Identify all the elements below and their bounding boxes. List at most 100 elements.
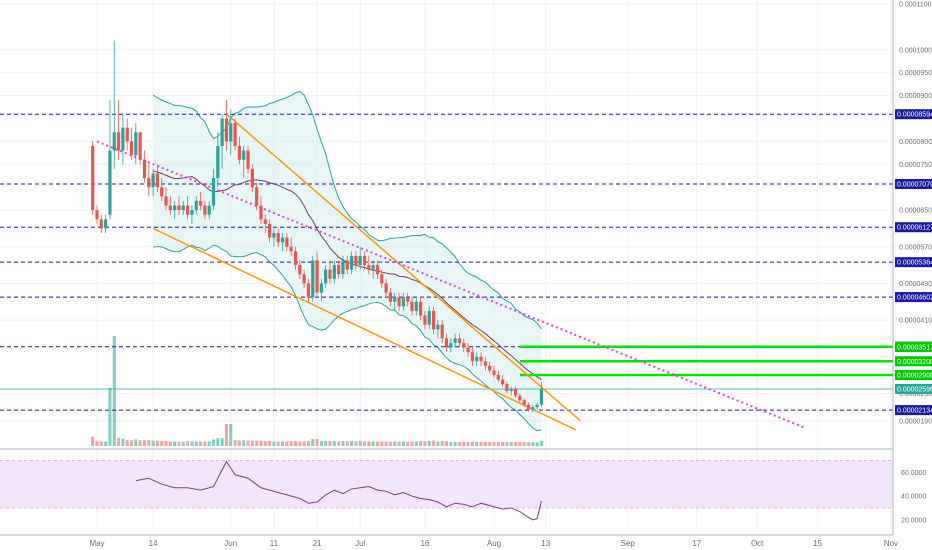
candle-body [397, 297, 401, 307]
volume-bar [285, 441, 289, 446]
volume-bar [401, 441, 405, 446]
candle-body [345, 260, 349, 270]
volume-bar [220, 438, 224, 446]
volume-bar [496, 442, 500, 446]
volume-bar [91, 436, 95, 446]
trend-lines [96, 113, 806, 431]
candle-body [198, 200, 203, 206]
volume-bar [216, 438, 220, 446]
volume-bar [419, 441, 423, 446]
volume-bar [479, 441, 483, 446]
candle-body [349, 255, 354, 270]
candle-body [341, 260, 345, 275]
volume-bar [104, 441, 108, 446]
candle-body [470, 352, 475, 362]
candle-body [384, 283, 388, 293]
volume-bar [445, 441, 449, 446]
volume-bar [488, 442, 492, 446]
candle-body [276, 233, 280, 243]
volume-bar [501, 442, 505, 446]
volume-bar [237, 440, 241, 446]
candle-body [367, 265, 371, 270]
volume-bar [518, 442, 522, 446]
level-price-tag-label: 0.00007070 [897, 182, 932, 189]
x-tick-label: Aug [487, 539, 501, 548]
volume-bar [410, 441, 414, 446]
candle-body [233, 123, 237, 146]
volume-bar [298, 441, 302, 446]
candle-body [475, 356, 479, 362]
x-tick-label: May [89, 539, 104, 548]
candle-body [112, 132, 116, 151]
candle-body [190, 210, 194, 215]
volume-bar [449, 441, 453, 446]
candle-body [268, 223, 272, 238]
level-price-tag [895, 257, 932, 268]
level-price-tag-label: 0.00008594 [897, 112, 932, 119]
candle-body [380, 274, 384, 284]
volume-bar [345, 441, 349, 446]
volume-bar [177, 441, 181, 446]
candle-body [164, 196, 168, 206]
volume-bar [289, 441, 293, 446]
volume-bar [207, 441, 211, 446]
volume-bar [440, 441, 444, 446]
candle-body [108, 150, 112, 215]
candle-body [488, 365, 492, 371]
x-tick-label: 17 [692, 539, 701, 548]
volume-bar [173, 441, 177, 446]
volume-bar [414, 441, 418, 446]
volume-bar [367, 441, 371, 446]
volume-bar [203, 441, 207, 446]
volume-bar [509, 442, 513, 446]
channel-lower-line [152, 227, 577, 431]
candle-body [129, 141, 134, 156]
x-tick-label: 14 [149, 539, 158, 548]
volume-bar [259, 440, 263, 446]
candle-body [324, 269, 328, 284]
candle-body [285, 237, 289, 247]
candle-body [453, 338, 457, 343]
candle-body [492, 370, 496, 376]
volume-bar [108, 388, 112, 446]
candle-body [466, 347, 470, 353]
current-price-tag-label: 0.00002595 [897, 387, 932, 394]
candle-body [99, 219, 103, 229]
candle-body [526, 404, 531, 410]
volume-bar [130, 440, 134, 446]
volume-bar [363, 441, 367, 446]
volume-bar [250, 440, 254, 446]
candle-body [509, 388, 513, 392]
candle-body [142, 159, 147, 179]
volume-bar [492, 442, 496, 446]
volume-bar [475, 441, 479, 446]
candle-body [531, 407, 535, 410]
x-tick-label: 13 [541, 539, 550, 548]
volume-bar [341, 441, 345, 446]
bollinger-lower-line [153, 244, 542, 432]
level-price-tag [895, 179, 932, 190]
candle-body [177, 205, 181, 211]
candle-body [444, 338, 449, 348]
target-price-tag-label: 0.00003517 [897, 344, 932, 351]
rsi-band [0, 460, 893, 508]
candle-body [207, 205, 211, 215]
volume-bar [427, 441, 431, 446]
candle-body [91, 146, 95, 211]
level-price-tag-label: 0.00005364 [897, 260, 932, 267]
volume-bar [328, 441, 332, 446]
level-price-tag-label: 0.00004602 [897, 295, 932, 302]
candle-body [535, 404, 539, 408]
volume-bar [168, 441, 172, 446]
candle-body [462, 342, 466, 348]
candle-body [173, 205, 177, 211]
x-tick-label: Sep [621, 539, 636, 548]
volume-bar [160, 441, 164, 446]
candle-body [518, 395, 522, 401]
candle-body [449, 342, 453, 348]
level-price-tag [895, 405, 932, 416]
candle-body [216, 146, 220, 179]
